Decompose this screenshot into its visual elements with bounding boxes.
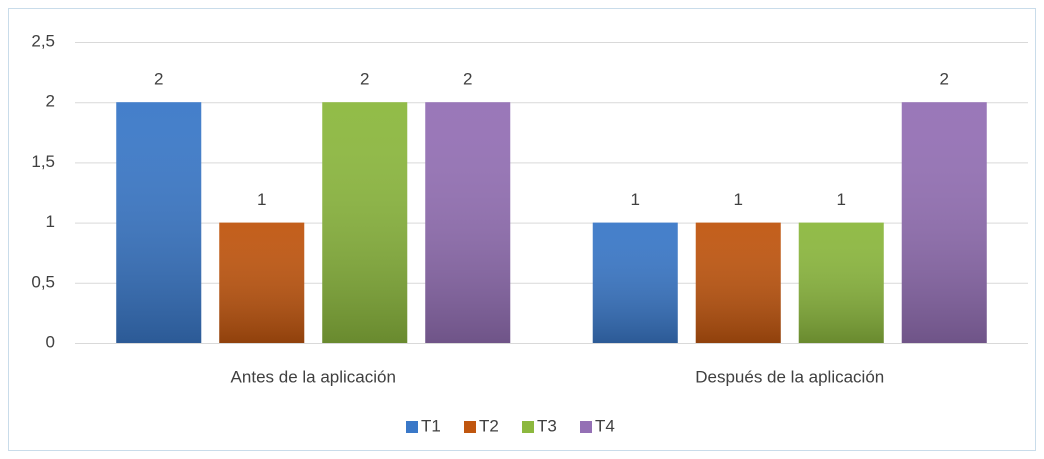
data-label: 1	[734, 190, 743, 209]
legend-swatch	[406, 421, 418, 433]
data-label: 2	[940, 70, 949, 89]
legend-label: T3	[537, 416, 557, 435]
legend-swatch	[464, 421, 476, 433]
bar-shade	[901, 102, 987, 343]
y-tick-label: 0	[46, 332, 55, 351]
bar-shade	[116, 102, 202, 343]
data-label: 2	[463, 70, 472, 89]
bar-shade	[425, 102, 511, 343]
legend-swatch	[580, 421, 592, 433]
legend-swatch	[522, 421, 534, 433]
x-tick-label: Antes de la aplicación	[231, 367, 396, 386]
bar-shade	[798, 222, 884, 343]
legend-label: T2	[479, 416, 499, 435]
bar-shade	[592, 222, 678, 343]
data-label: 1	[631, 190, 640, 209]
y-tick-label: 1,5	[31, 152, 55, 171]
y-tick-label: 0,5	[31, 272, 55, 291]
data-label: 1	[837, 190, 846, 209]
data-label: 1	[257, 190, 266, 209]
legend-label: T4	[595, 416, 615, 435]
legend-label: T1	[421, 416, 441, 435]
bar-shade	[322, 102, 408, 343]
y-tick-label: 2,5	[31, 31, 55, 50]
y-tick-label: 1	[46, 212, 55, 231]
y-tick-label: 2	[46, 92, 55, 111]
data-label: 2	[360, 70, 369, 89]
bar-shade	[219, 222, 305, 343]
data-label: 2	[154, 70, 163, 89]
bar-shade	[695, 222, 781, 343]
x-tick-label: Después de la aplicación	[695, 367, 884, 386]
